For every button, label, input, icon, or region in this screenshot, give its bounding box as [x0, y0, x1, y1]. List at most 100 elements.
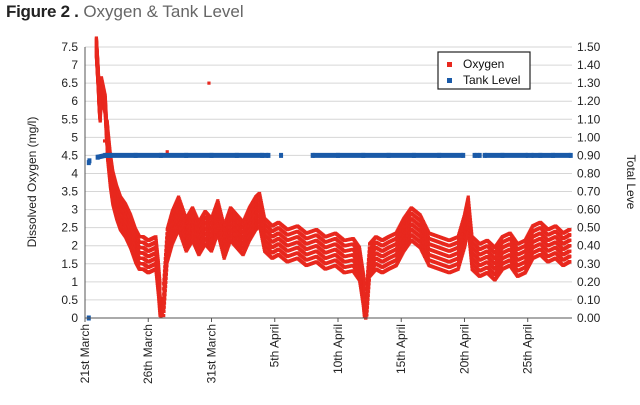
oxygen-point: [104, 117, 109, 121]
oxygen-point: [98, 112, 103, 116]
oxygen-point: [258, 193, 262, 197]
oxygen-point: [261, 209, 265, 214]
oxygen-point: [158, 276, 162, 281]
figure-title-text: Oxygen & Tank Level: [83, 2, 244, 21]
oxygen-point: [259, 200, 263, 205]
oxygen-point: [155, 251, 160, 255]
oxygen-point: [221, 226, 225, 230]
oxygen-point: [155, 246, 159, 250]
oxygen-point: [262, 220, 266, 224]
oxygen-point: [261, 211, 266, 215]
oxygen-point: [108, 148, 112, 152]
oxygen-point: [156, 260, 160, 264]
oxygen-point: [262, 213, 266, 217]
oxygen-point: [221, 220, 225, 225]
oxygen-point: [217, 202, 221, 206]
oxygen-point: [219, 211, 223, 215]
oxygen-point: [220, 215, 224, 219]
oxygen-point: [221, 219, 225, 223]
oxygen-point: [106, 134, 111, 138]
oxygen-point: [108, 150, 112, 154]
oxygen-point: [157, 265, 161, 269]
oxygen-point: [103, 97, 108, 102]
oxygen-point: [98, 113, 103, 118]
oxygen-point: [217, 204, 221, 208]
oxygen-point: [155, 244, 159, 248]
oxygen-point: [162, 313, 166, 318]
oxygen-point: [218, 206, 222, 210]
oxygen-point: [107, 144, 112, 149]
oxygen-point: [104, 108, 108, 112]
oxygen-point: [216, 200, 220, 205]
oxygen-point: [165, 264, 169, 268]
oxygen-point: [104, 106, 108, 111]
oxygen-point: [99, 104, 103, 109]
oxygen-point: [163, 289, 167, 293]
oxygen-point: [99, 103, 103, 107]
oxygen-point: [98, 119, 102, 123]
oxygen-point: [107, 137, 111, 141]
oxygen-point: [104, 101, 108, 105]
oxygen-point: [218, 209, 223, 214]
oxygen-point: [154, 238, 158, 243]
oxygen-point: [216, 199, 220, 203]
oxygen-point: [221, 247, 225, 251]
oxygen-point: [104, 112, 108, 116]
oxygen-point: [262, 236, 266, 241]
oxygen-point: [98, 117, 102, 121]
oxygen-point: [157, 274, 162, 278]
oxygen-point: [258, 195, 262, 199]
oxygen-point: [158, 281, 162, 285]
oxygen-point: [154, 235, 158, 239]
oxygen-point: [98, 115, 102, 119]
oxygen-point: [221, 231, 225, 235]
oxygen-point: [164, 272, 169, 276]
oxygen-point: [103, 99, 108, 103]
oxygen-point: [157, 267, 161, 271]
oxygen-point: [260, 206, 265, 210]
oxygen-point: [156, 253, 160, 257]
oxygen-point: [260, 204, 264, 208]
figure-title: Figure 2 . Oxygen & Tank Level: [6, 2, 244, 22]
oxygen-series: [94, 36, 572, 320]
oxygen-point: [103, 94, 107, 98]
oxygen-point: [262, 215, 266, 219]
oxygen-point: [107, 143, 111, 147]
oxygen-point: [104, 103, 108, 107]
oxygen-point: [107, 141, 111, 145]
oxygen-point: [164, 280, 168, 285]
oxygen-point: [156, 255, 160, 259]
oxygen-point: [156, 262, 161, 267]
oxygen-point: [219, 213, 224, 217]
oxygen-point: [99, 110, 103, 114]
oxygen-point: [158, 294, 162, 298]
oxygen-point: [158, 289, 162, 294]
oxygen-point: [221, 236, 225, 241]
grid-lines: [85, 46, 572, 301]
oxygen-point: [106, 128, 110, 132]
oxygen-point: [103, 96, 107, 100]
oxygen-point: [99, 108, 103, 112]
oxygen-point: [108, 146, 112, 150]
oxygen-point: [165, 268, 169, 272]
oxygen-point: [154, 240, 158, 244]
oxygen-point: [262, 247, 266, 251]
oxygen-point: [106, 132, 110, 136]
oxygen-point: [104, 114, 108, 118]
oxygen-point: [262, 226, 266, 230]
oxygen-point: [257, 191, 262, 196]
oxygen-point: [154, 237, 158, 241]
oxygen-point: [106, 126, 110, 131]
oxygen-point: [162, 305, 166, 309]
oxygen-point: [259, 199, 263, 203]
oxygen-point: [99, 106, 103, 110]
oxygen-point: [158, 296, 162, 301]
oxygen-point: [221, 253, 225, 257]
oxygen-point: [163, 293, 167, 297]
oxygen-point: [158, 279, 162, 283]
oxygen-point: [158, 284, 162, 288]
oxygen-point: [156, 258, 160, 262]
oxygen-point: [156, 256, 160, 261]
oxygen-point: [155, 247, 159, 252]
oxygen-point: [262, 231, 266, 235]
